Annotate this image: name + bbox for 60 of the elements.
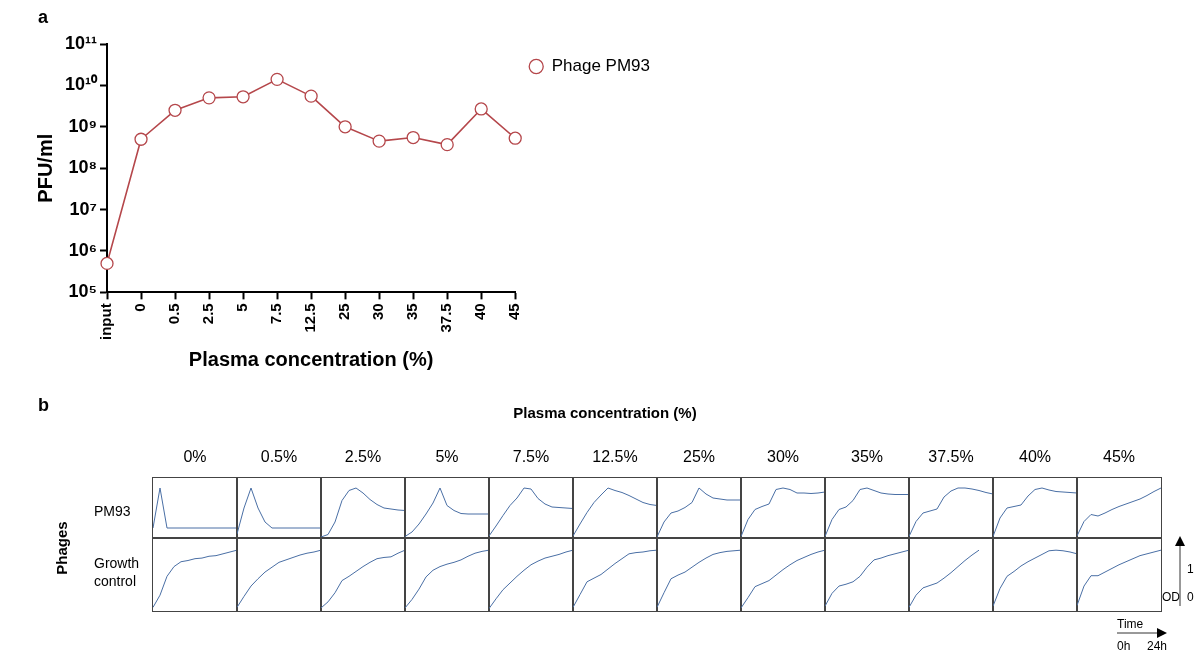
point — [372, 134, 386, 148]
x-tick-label: input — [97, 303, 115, 341]
x-axis-title: Plasma concentration (%) — [188, 347, 434, 370]
point — [304, 89, 318, 103]
point — [338, 120, 352, 134]
x-tick-label: 45 — [505, 303, 523, 321]
chart-title: 30% — [766, 448, 800, 466]
x-tick-label: 35 — [403, 303, 421, 321]
y-tick-label: 10⁵ — [68, 281, 98, 302]
point — [236, 90, 250, 104]
x-tick-label: 37.5 — [437, 303, 455, 333]
chart-title: 7.5% — [511, 448, 551, 466]
x-tick-label: 25 — [335, 303, 353, 321]
y-tick-label: 10⁸ — [68, 157, 98, 178]
x-tick-label: 40 — [471, 303, 489, 321]
chart-title: 37.5% — [927, 448, 975, 466]
y-tick-label: 10¹¹ — [65, 32, 98, 53]
text: 0 — [1187, 590, 1194, 605]
x-tick-label: 5 — [233, 303, 251, 312]
point — [134, 132, 148, 146]
y-axis-title: Growth control — [94, 554, 141, 591]
x-tick-label: 0.5 — [165, 303, 183, 325]
y-tick-label: 10⁹ — [68, 115, 98, 136]
x-tick-label: 30 — [369, 303, 387, 321]
chart-title: 0% — [182, 448, 208, 466]
y-tick-label: 10¹⁰ — [65, 74, 99, 95]
point — [270, 72, 284, 86]
text: 24h — [1147, 639, 1168, 654]
text: 0h — [1117, 639, 1131, 654]
x-tick-label: 2.5 — [199, 303, 217, 325]
point — [168, 103, 182, 117]
text: b — [38, 395, 49, 416]
chart-title: 40% — [1018, 448, 1052, 466]
text: Plasma concentration (%) — [513, 404, 697, 422]
point — [100, 256, 114, 271]
x-tick-label: 7.5 — [267, 303, 285, 325]
y-tick-label: 10⁶ — [68, 239, 98, 260]
text: 1 — [1187, 562, 1194, 577]
text: Time — [1117, 617, 1144, 632]
text: Phages — [52, 521, 71, 575]
chart-title: 5% — [434, 448, 460, 466]
y-tick-label: 10⁷ — [69, 198, 98, 219]
text: a — [38, 7, 49, 28]
chart-title: 0.5% — [259, 448, 299, 466]
chart-title: 35% — [850, 448, 884, 466]
y-axis-title: PM93 — [94, 502, 132, 521]
point — [508, 131, 522, 145]
point — [474, 102, 488, 116]
x-tick-label: 12.5 — [301, 303, 319, 333]
y-axis-title: PFU/ml — [33, 133, 56, 203]
point — [406, 130, 420, 145]
chart-title: 45% — [1102, 448, 1136, 466]
x-tick-label: 0 — [131, 303, 149, 312]
point — [440, 138, 454, 152]
chart-title: 2.5% — [343, 448, 383, 466]
point — [202, 91, 216, 105]
chart-title: 25% — [682, 448, 716, 466]
annotation: OD — [1162, 590, 1180, 605]
legend-label: Phage PM93 — [551, 56, 651, 76]
chart-title: 12.5% — [591, 448, 639, 466]
